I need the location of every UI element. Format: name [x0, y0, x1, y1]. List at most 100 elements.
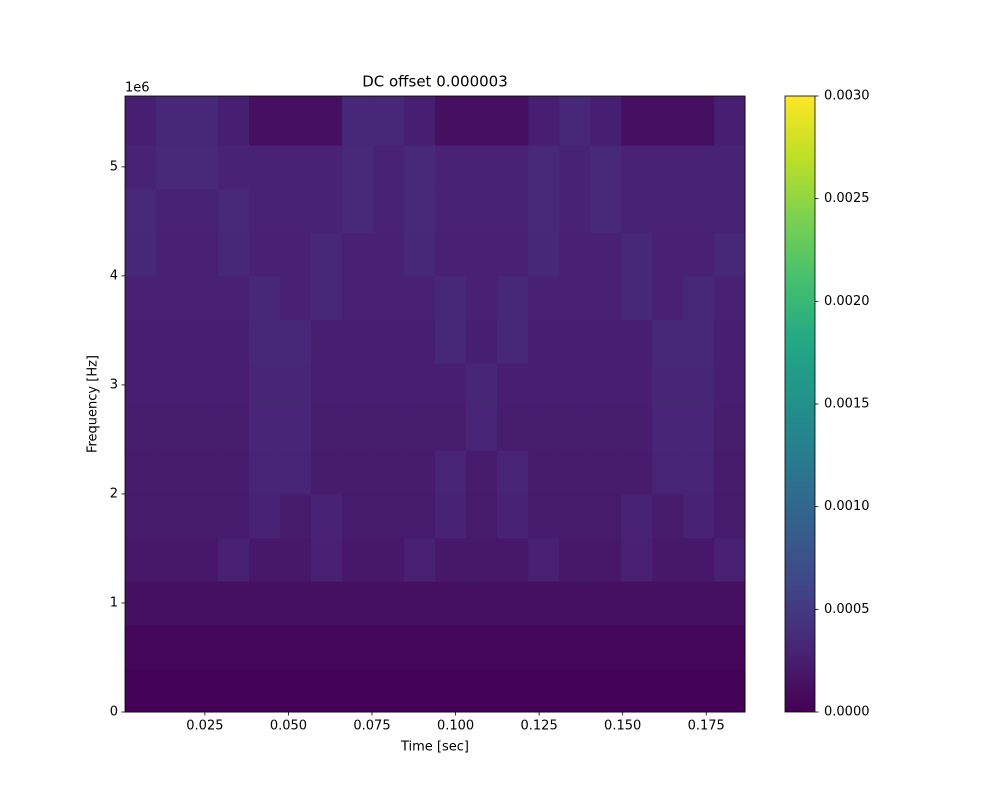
heatmap-cell	[155, 275, 188, 321]
heatmap-cell	[373, 406, 405, 451]
heatmap-cell	[155, 406, 188, 451]
heatmap-cell	[683, 319, 715, 364]
heatmap-cell	[279, 145, 312, 190]
heatmap-cell	[279, 275, 312, 321]
heatmap-cell	[621, 493, 653, 539]
heatmap-cell	[404, 668, 436, 713]
heatmap-cell	[342, 450, 374, 495]
heatmap-cell	[652, 624, 684, 669]
heatmap-cell	[559, 319, 591, 364]
heatmap-cell	[404, 275, 436, 321]
heatmap-cell	[528, 450, 560, 495]
heatmap-cell	[404, 493, 436, 539]
heatmap-cell	[497, 363, 529, 408]
heatmap-cell	[187, 450, 219, 495]
heatmap-cell	[559, 145, 591, 190]
heatmap-cell	[621, 275, 653, 321]
heatmap-cell	[590, 581, 622, 626]
heatmap-cell	[187, 668, 219, 713]
heatmap-cell	[559, 188, 591, 233]
heatmap-cell	[652, 450, 684, 495]
heatmap-cell	[249, 275, 281, 321]
x-tick-label: 0.175	[688, 719, 725, 734]
heatmap-cell	[187, 275, 219, 321]
heatmap-cell	[435, 406, 467, 451]
heatmap-cell	[683, 581, 715, 626]
heatmap-cell	[404, 624, 436, 669]
plot-frame	[124, 95, 746, 713]
heatmap-cell	[155, 493, 188, 539]
heatmap-cell	[466, 450, 498, 495]
heatmap-cell	[311, 145, 343, 190]
heatmap-cell	[279, 232, 312, 277]
heatmap-cell	[311, 275, 343, 321]
heatmap-cell	[373, 232, 405, 277]
heatmap-cell	[621, 406, 653, 451]
heatmap-cell	[125, 537, 157, 582]
heatmap-cell	[497, 406, 529, 451]
heatmap-cell	[125, 96, 157, 146]
heatmap-cell	[155, 450, 188, 495]
y-tick-label: 5	[110, 159, 118, 174]
heatmap-cell	[342, 232, 374, 277]
heatmap-cell	[342, 493, 374, 539]
heatmap-cell	[342, 145, 374, 190]
y-tick-label: 4	[110, 268, 118, 283]
heatmap-cell	[279, 450, 312, 495]
heatmap-cell	[404, 145, 436, 190]
heatmap-cell	[714, 581, 746, 626]
heatmap-cell	[218, 232, 250, 277]
heatmap-cell	[404, 363, 436, 408]
heatmap-cell	[683, 624, 715, 669]
heatmap-cell	[590, 96, 622, 146]
heatmap-cell	[497, 319, 529, 364]
heatmap-cell	[435, 493, 467, 539]
heatmap-cell	[590, 537, 622, 582]
heatmap-cell	[125, 406, 157, 451]
heatmap-cell	[559, 450, 591, 495]
x-tick-label: 0.150	[604, 719, 641, 734]
heatmap-cell	[218, 493, 250, 539]
heatmap-cell	[528, 537, 560, 582]
heatmap-cell	[590, 188, 622, 233]
heatmap-cell	[621, 145, 653, 190]
heatmap-cell	[342, 96, 374, 146]
heatmap-cell	[466, 493, 498, 539]
heatmap-cell	[466, 581, 498, 626]
heatmap-cell	[311, 406, 343, 451]
x-tick-label: 0.050	[270, 719, 307, 734]
heatmap-cell	[373, 624, 405, 669]
heatmap-cell	[497, 96, 529, 146]
heatmap-cell	[497, 188, 529, 233]
heatmap-cell	[155, 145, 188, 190]
heatmap-cell	[279, 406, 312, 451]
heatmap-cell	[714, 624, 746, 669]
heatmap-cell	[652, 493, 684, 539]
heatmap-cell	[249, 493, 281, 539]
heatmap-cell	[559, 275, 591, 321]
heatmap-cell	[652, 406, 684, 451]
heatmap-cell	[311, 363, 343, 408]
heatmap-cell	[218, 363, 250, 408]
heatmap-cell	[683, 145, 715, 190]
heatmap-cell	[652, 188, 684, 233]
heatmap-cell	[404, 188, 436, 233]
heatmap-cell	[466, 188, 498, 233]
y-tick-label: 3	[110, 377, 118, 392]
colorbar-tick-label: 0.0005	[824, 602, 870, 617]
heatmap-cell	[435, 96, 467, 146]
heatmap-cell	[497, 537, 529, 582]
heatmap-cell	[342, 537, 374, 582]
colorbar-tick-label: 0.0025	[824, 191, 870, 206]
heatmap-cell	[590, 319, 622, 364]
heatmap-cell	[373, 581, 405, 626]
heatmap-cell	[187, 145, 219, 190]
heatmap-cell	[155, 319, 188, 364]
heatmap-cell	[218, 96, 250, 146]
y-tick-label: 1	[110, 595, 118, 610]
heatmap-cell	[342, 406, 374, 451]
heatmap-cell	[342, 363, 374, 408]
heatmap-cell	[249, 450, 281, 495]
heatmap-cell	[373, 145, 405, 190]
heatmap-cell	[125, 363, 157, 408]
